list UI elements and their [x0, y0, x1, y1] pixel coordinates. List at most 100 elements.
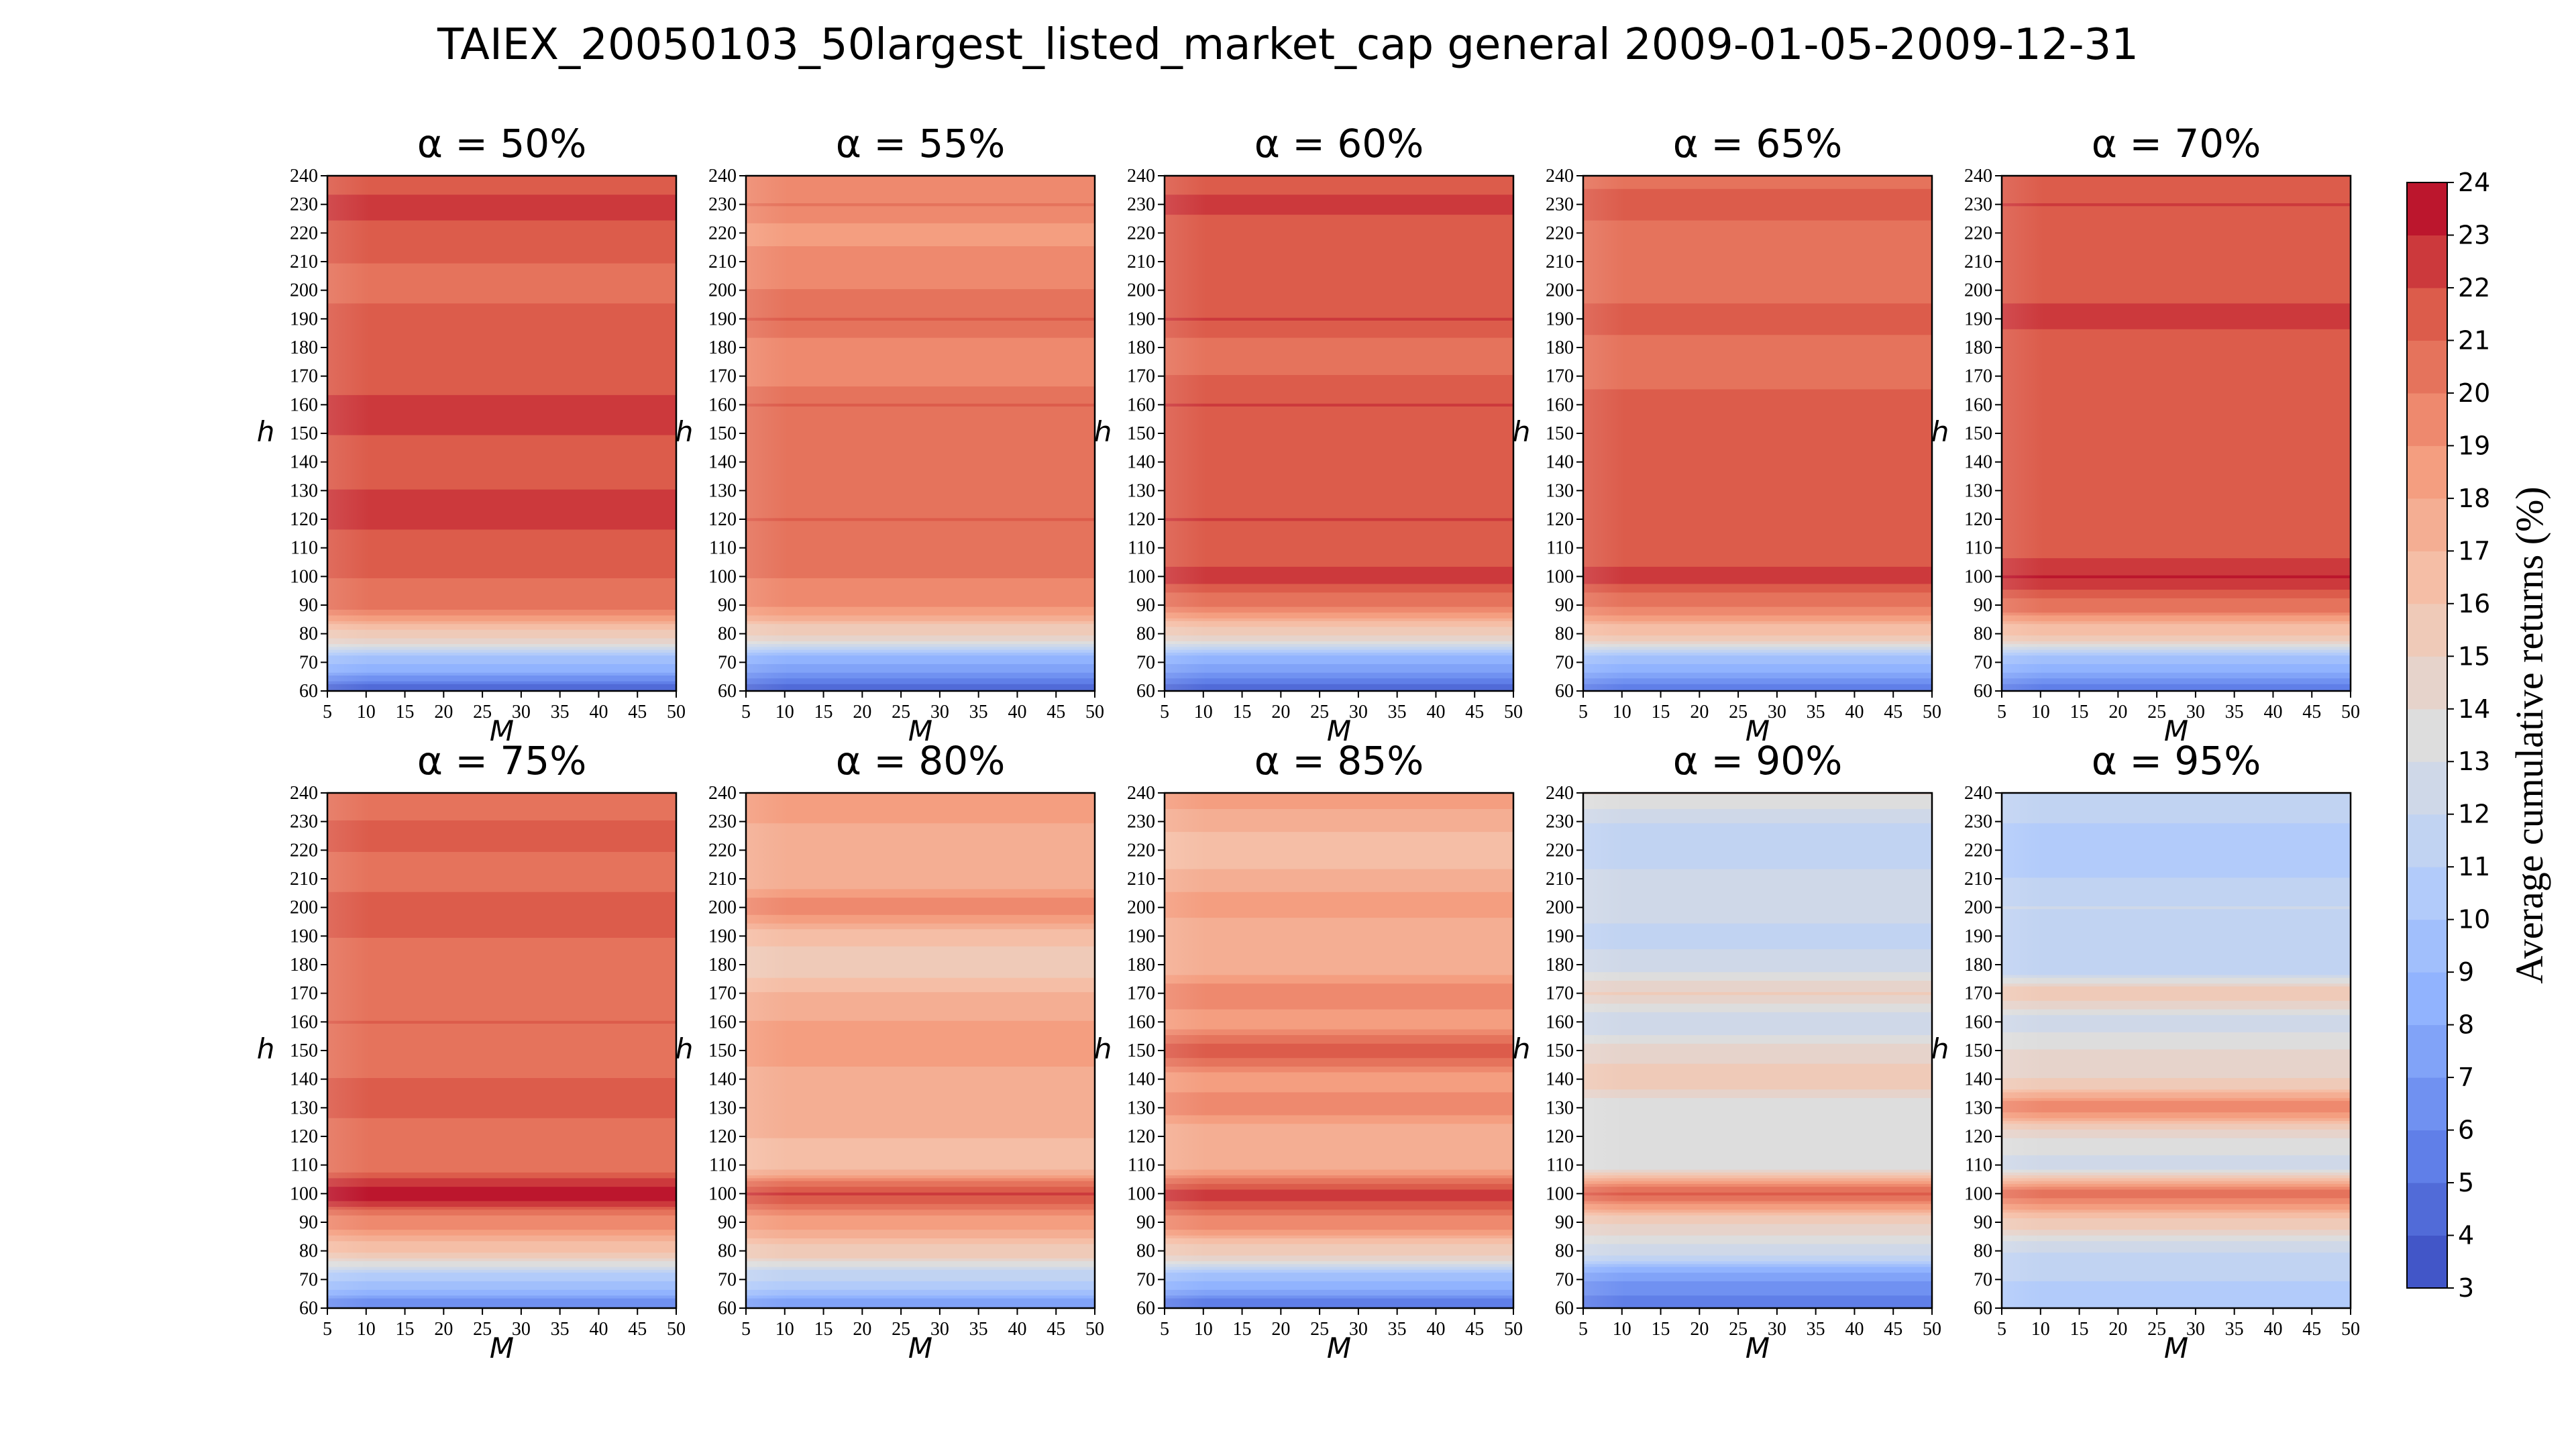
contour-band — [746, 577, 1095, 607]
x-tick-label: 5 — [741, 702, 751, 722]
contour-band — [1583, 1177, 1932, 1181]
x-tick-label: 15 — [396, 702, 415, 722]
y-tick-label: 150 — [1964, 423, 1992, 444]
x-tick-label: 45 — [1046, 702, 1065, 722]
colorbar-tick-label: 18 — [2458, 484, 2490, 513]
colorbar-segment — [2407, 339, 2447, 394]
contour-band — [746, 1266, 1095, 1270]
colorbar-segment — [2407, 234, 2447, 288]
colorbar-tick-label: 5 — [2458, 1168, 2474, 1197]
contour-band — [1583, 1203, 1932, 1210]
x-tick-label: 40 — [589, 702, 608, 722]
contour-band — [2002, 1180, 2351, 1184]
edge-shading — [1583, 176, 1625, 691]
y-tick-label: 210 — [1127, 252, 1155, 272]
contour-band — [2002, 1183, 2351, 1187]
colorbar-segment — [2407, 919, 2447, 973]
x-tick-label: 50 — [1504, 1319, 1523, 1340]
contour-band — [2002, 974, 2351, 978]
contour-band — [746, 176, 1095, 204]
x-tick-label: 5 — [1160, 1319, 1169, 1340]
contour-band — [746, 614, 1095, 621]
contour-band — [1583, 1183, 1932, 1187]
contour-band — [746, 222, 1095, 247]
panel-title: α = 90% — [1673, 738, 1843, 784]
colorbar-segment — [2407, 1077, 2447, 1131]
heatmap-panel: α = 85% 5 10 15 20 25 30 35 40 45 50 60 70 80 90 100 110… — [1094, 738, 1523, 1364]
contour-band — [746, 1257, 1095, 1262]
contour-band — [327, 1295, 676, 1299]
contour-band — [1165, 683, 1513, 691]
contour-band — [327, 1022, 676, 1079]
y-tick-label: 190 — [1964, 309, 1992, 329]
y-tick-label: 100 — [708, 566, 737, 587]
y-tick-label: 180 — [290, 955, 318, 975]
y-axis-label: h — [257, 1032, 275, 1065]
contour-band — [1165, 917, 1513, 975]
colorbar-tick-label: 12 — [2458, 800, 2490, 829]
panel-title: α = 50% — [417, 121, 587, 166]
x-tick-label: 15 — [1233, 1319, 1252, 1340]
contour-band — [1583, 583, 1932, 593]
contour-band — [327, 1209, 676, 1216]
contour-band — [1165, 337, 1513, 376]
x-tick-label: 40 — [1008, 702, 1026, 722]
y-tick-label: 140 — [1127, 1069, 1155, 1090]
contour-band — [2002, 623, 2351, 636]
heatmap-body — [2002, 793, 2351, 1308]
x-tick-label: 25 — [1729, 702, 1748, 722]
y-tick-label: 220 — [1127, 223, 1155, 244]
contour-band — [327, 219, 676, 264]
y-tick-label: 110 — [709, 538, 737, 559]
contour-band — [327, 1297, 676, 1308]
contour-band — [1165, 1008, 1513, 1030]
y-tick-label: 240 — [1964, 783, 1992, 804]
contour-band — [1165, 655, 1513, 664]
y-tick-label: 240 — [1546, 166, 1574, 186]
x-tick-label: 35 — [969, 702, 988, 722]
contour-band — [746, 1137, 1095, 1170]
x-tick-label: 20 — [853, 1319, 871, 1340]
y-tick-label: 60 — [718, 1298, 737, 1319]
y-axis-label: h — [257, 415, 275, 448]
contour-band — [1165, 649, 1513, 653]
x-tick-label: 35 — [2225, 702, 2244, 722]
y-tick-label: 150 — [708, 1040, 737, 1061]
contour-band — [1165, 1214, 1513, 1230]
x-tick-label: 10 — [775, 702, 794, 722]
y-tick-label: 160 — [1127, 1012, 1155, 1032]
x-tick-label: 15 — [1652, 1319, 1670, 1340]
contour-band — [746, 337, 1095, 387]
colorbar-tick-label: 8 — [2458, 1010, 2474, 1040]
colorbar-segment — [2407, 761, 2447, 815]
y-tick-label: 130 — [1546, 480, 1574, 501]
contour-band — [1165, 1071, 1513, 1093]
y-tick-label: 70 — [1136, 1269, 1155, 1290]
x-tick-label: 40 — [1426, 702, 1445, 722]
y-tick-label: 190 — [1127, 926, 1155, 947]
y-axis-label: h — [1513, 1032, 1531, 1065]
contour-band — [1583, 949, 1932, 973]
x-tick-label: 40 — [2263, 702, 2282, 722]
y-tick-label: 150 — [1127, 1040, 1155, 1061]
y-tick-label: 120 — [708, 1126, 737, 1147]
x-axis-label: M — [2164, 714, 2188, 747]
x-tick-label: 20 — [2108, 1319, 2127, 1340]
x-tick-label: 20 — [1271, 702, 1290, 722]
contour-band — [1583, 1175, 1932, 1179]
y-tick-label: 130 — [1127, 480, 1155, 501]
contour-band — [746, 888, 1095, 898]
contour-band — [1165, 592, 1513, 607]
contour-band — [2002, 646, 2351, 650]
contour-band — [1583, 991, 1932, 996]
contour-band — [746, 1203, 1095, 1210]
contour-band — [327, 1272, 676, 1281]
colorbar-segment — [2407, 1182, 2447, 1236]
contour-band — [1165, 626, 1513, 636]
contour-band — [746, 1214, 1095, 1230]
y-tick-label: 110 — [1128, 1155, 1155, 1176]
x-tick-label: 50 — [1504, 702, 1523, 722]
y-tick-label: 140 — [708, 452, 737, 473]
contour-band — [327, 394, 676, 435]
panel-title: α = 55% — [836, 121, 1006, 166]
